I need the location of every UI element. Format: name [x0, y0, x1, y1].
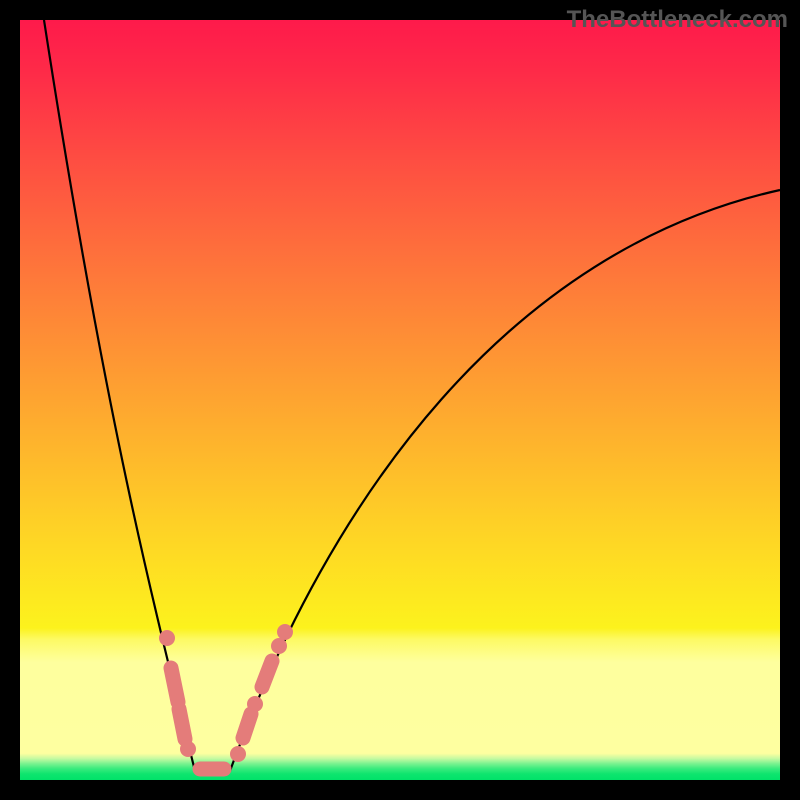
marker-dot	[159, 630, 175, 646]
marker-capsule	[262, 661, 272, 687]
plot-background	[20, 20, 780, 780]
marker-dot	[247, 696, 263, 712]
bottleneck-chart	[0, 0, 800, 800]
marker-dot	[180, 741, 196, 757]
marker-dot	[277, 624, 293, 640]
chart-frame: TheBottleneck.com	[0, 0, 800, 800]
marker-dot	[271, 638, 287, 654]
marker-capsule	[171, 668, 178, 702]
marker-dot	[230, 746, 246, 762]
marker-capsule	[243, 714, 251, 738]
marker-capsule	[179, 709, 185, 739]
